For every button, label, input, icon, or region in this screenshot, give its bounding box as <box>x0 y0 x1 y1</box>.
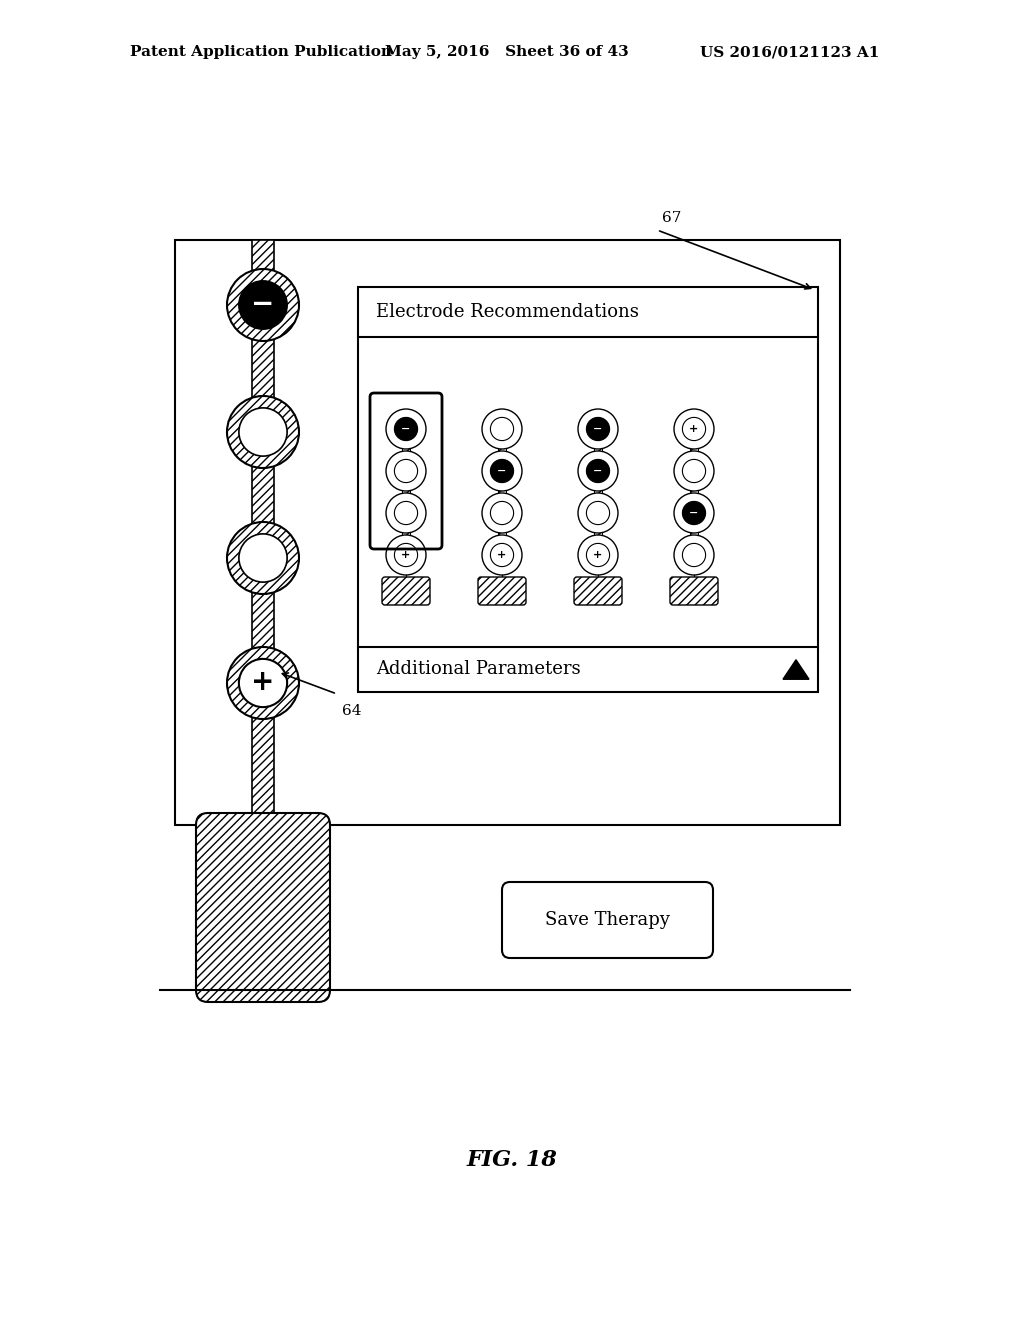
Text: Patent Application Publication: Patent Application Publication <box>130 45 392 59</box>
Circle shape <box>587 544 609 566</box>
Circle shape <box>674 535 714 576</box>
Polygon shape <box>402 429 410 554</box>
Text: +: + <box>401 549 411 560</box>
Circle shape <box>386 492 426 533</box>
Text: US 2016/0121123 A1: US 2016/0121123 A1 <box>700 45 880 59</box>
Circle shape <box>482 451 522 491</box>
FancyBboxPatch shape <box>670 577 718 605</box>
Circle shape <box>482 492 522 533</box>
Text: −: − <box>498 466 507 475</box>
Polygon shape <box>498 429 506 554</box>
Circle shape <box>682 459 706 483</box>
Polygon shape <box>690 429 698 554</box>
Circle shape <box>587 502 609 524</box>
Circle shape <box>227 269 299 341</box>
Circle shape <box>227 521 299 594</box>
Circle shape <box>490 417 514 441</box>
Polygon shape <box>783 660 809 680</box>
Circle shape <box>386 409 426 449</box>
Circle shape <box>482 535 522 576</box>
Circle shape <box>587 459 609 483</box>
Polygon shape <box>594 429 602 554</box>
Circle shape <box>578 451 618 491</box>
Circle shape <box>239 408 287 457</box>
Text: −: − <box>251 290 274 318</box>
Circle shape <box>682 417 706 441</box>
Text: −: − <box>401 424 411 433</box>
FancyBboxPatch shape <box>382 577 430 605</box>
Circle shape <box>239 281 287 329</box>
Text: −: − <box>593 466 603 475</box>
Circle shape <box>587 417 609 441</box>
FancyBboxPatch shape <box>574 577 622 605</box>
Text: Electrode Recommendations: Electrode Recommendations <box>376 304 639 321</box>
Circle shape <box>674 451 714 491</box>
Circle shape <box>682 544 706 566</box>
Text: 64: 64 <box>342 704 361 718</box>
Text: +: + <box>593 549 603 560</box>
Text: FIG. 18: FIG. 18 <box>467 1148 557 1171</box>
Circle shape <box>239 533 287 582</box>
FancyBboxPatch shape <box>502 882 713 958</box>
Circle shape <box>490 502 514 524</box>
Circle shape <box>490 544 514 566</box>
Circle shape <box>578 492 618 533</box>
Text: 67: 67 <box>662 211 681 224</box>
Polygon shape <box>252 240 274 825</box>
Circle shape <box>239 659 287 708</box>
Circle shape <box>386 451 426 491</box>
Circle shape <box>394 502 418 524</box>
Circle shape <box>578 409 618 449</box>
Circle shape <box>674 409 714 449</box>
Text: Save Therapy: Save Therapy <box>545 911 670 929</box>
Circle shape <box>227 396 299 469</box>
Bar <box>358 286 818 692</box>
Text: May 5, 2016   Sheet 36 of 43: May 5, 2016 Sheet 36 of 43 <box>385 45 629 59</box>
Circle shape <box>490 459 514 483</box>
Circle shape <box>482 409 522 449</box>
Text: −: − <box>593 424 603 433</box>
Bar <box>175 240 840 825</box>
Text: −: − <box>689 507 698 517</box>
Circle shape <box>227 647 299 719</box>
Circle shape <box>394 459 418 483</box>
Text: +: + <box>251 668 274 696</box>
Text: +: + <box>689 424 698 433</box>
Circle shape <box>682 502 706 524</box>
Circle shape <box>386 535 426 576</box>
Text: +: + <box>498 549 507 560</box>
Circle shape <box>674 492 714 533</box>
FancyBboxPatch shape <box>478 577 526 605</box>
FancyBboxPatch shape <box>196 813 330 1002</box>
Circle shape <box>394 544 418 566</box>
Text: Additional Parameters: Additional Parameters <box>376 660 581 678</box>
Circle shape <box>578 535 618 576</box>
Circle shape <box>394 417 418 441</box>
